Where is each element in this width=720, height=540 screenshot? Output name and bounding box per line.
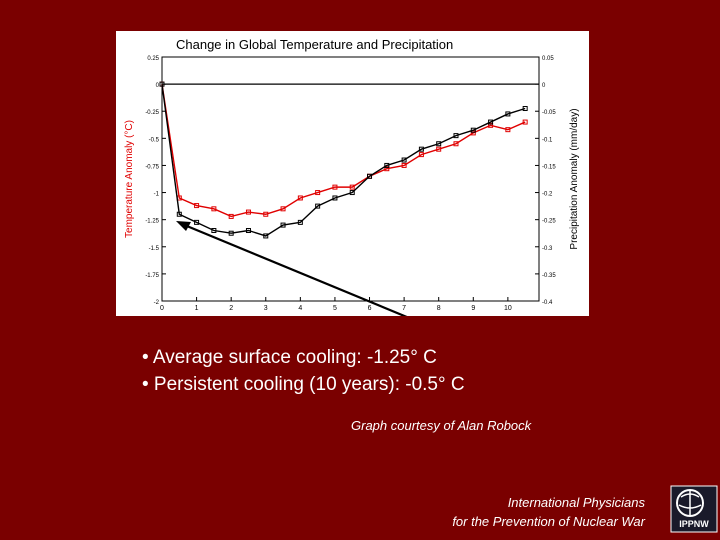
x-tick-label: 5 [333, 305, 337, 312]
series-point-1 [522, 106, 528, 112]
series-point-0 [280, 206, 286, 212]
series-point-0 [315, 190, 321, 196]
series-point-1 [332, 195, 338, 201]
series-point-0 [245, 209, 251, 215]
y-tick-label: -0.25 [145, 110, 159, 116]
series-point-1 [367, 173, 373, 179]
series-point-1 [488, 119, 494, 125]
y2-tick-label: -0.2 [542, 192, 553, 198]
y-tick-label: -2 [154, 300, 160, 306]
series-point-0 [194, 203, 200, 209]
series-point-1 [228, 230, 234, 236]
chart-title: Change in Global Temperature and Precipi… [176, 37, 453, 52]
organization-line-2: for the Prevention of Nuclear War [452, 514, 645, 529]
series-point-1 [436, 141, 442, 147]
series-point-0 [488, 122, 494, 128]
y2-axis-label: Precipitation Anomaly (mm/day) [569, 108, 580, 249]
y-tick-label: -1 [154, 192, 160, 198]
x-tick-label: 4 [298, 305, 302, 312]
series-point-0 [401, 162, 407, 168]
series-point-1 [297, 219, 303, 225]
y2-tick-label: -0.4 [542, 300, 553, 306]
x-tick-label: 6 [368, 305, 372, 312]
x-tick-label: 9 [471, 305, 475, 312]
y-tick-label: 0.25 [147, 56, 159, 62]
y2-tick-label: 0 [542, 83, 546, 89]
series-point-0 [263, 211, 269, 217]
y-axis-label: Temperature Anomaly (°C) [124, 120, 135, 238]
y2-tick-label: 0.05 [542, 56, 554, 62]
x-tick-label: 3 [264, 305, 268, 312]
x-tick-label: 8 [437, 305, 441, 312]
x-tick-label: 0 [160, 305, 164, 312]
series-point-1 [263, 233, 269, 239]
y2-tick-label: -0.25 [542, 219, 556, 225]
ippnw-logo: IPPNW [670, 485, 718, 533]
series-point-1 [176, 211, 182, 217]
bullet-average-cooling: • Average surface cooling: -1.25° C [142, 347, 437, 368]
series-point-0 [349, 184, 355, 190]
x-tick-label: 10 [504, 305, 512, 312]
series-point-0 [453, 141, 459, 147]
series-point-1 [280, 222, 286, 228]
bullet-list: • Average surface cooling: -1.25° C • Pe… [142, 344, 465, 398]
series-point-1 [401, 157, 407, 163]
series-point-0 [228, 213, 234, 219]
series-point-1 [470, 127, 476, 133]
series-point-0 [436, 146, 442, 152]
series-point-0 [418, 152, 424, 158]
organization-name: International Physicians for the Prevent… [452, 493, 645, 531]
series-point-1 [384, 162, 390, 168]
y-tick-label: -0.75 [145, 164, 159, 170]
series-point-1 [245, 228, 251, 234]
y2-tick-label: -0.1 [542, 137, 553, 143]
series-point-1 [453, 133, 459, 139]
series-point-1 [349, 190, 355, 196]
organization-line-1: International Physicians [507, 495, 645, 510]
y-tick-label: -1.5 [149, 246, 160, 252]
series-point-0 [332, 184, 338, 190]
y-tick-label: -1.25 [145, 219, 159, 225]
y2-tick-label: -0.05 [542, 110, 556, 116]
chart-panel: Change in Global Temperature and Precipi… [116, 31, 589, 316]
x-tick-label: 2 [229, 305, 233, 312]
logo-text: IPPNW [679, 519, 709, 529]
series-line-0 [161, 84, 526, 218]
bullet-persistent-cooling: • Persistent cooling (10 years): -0.5° C [142, 374, 465, 395]
x-tick-label: 1 [195, 305, 199, 312]
y-tick-label: 0 [156, 83, 160, 89]
series-point-1 [194, 219, 200, 225]
annotation-arrow-line [181, 222, 408, 316]
series-point-0 [522, 119, 528, 125]
series-point-0 [505, 127, 511, 133]
series-point-1 [505, 111, 511, 117]
chart: Change in Global Temperature and Precipi… [124, 37, 580, 316]
series-point-0 [297, 195, 303, 201]
y2-tick-label: -0.35 [542, 273, 556, 279]
plot-frame [161, 56, 540, 302]
series-point-1 [159, 81, 165, 87]
series-point-1 [211, 228, 217, 234]
series-point-1 [418, 146, 424, 152]
y-tick-label: -1.75 [145, 273, 159, 279]
y2-tick-label: -0.15 [542, 164, 556, 170]
series-line-1 [161, 84, 526, 237]
y-tick-label: -0.5 [149, 137, 160, 143]
graph-credit: Graph courtesy of Alan Robock [351, 418, 532, 433]
series-point-0 [211, 206, 217, 212]
y2-tick-label: -0.3 [542, 246, 553, 252]
x-tick-label: 7 [402, 305, 406, 312]
series-point-0 [384, 166, 390, 172]
annotation-arrow-head [176, 221, 191, 231]
series-point-1 [315, 203, 321, 209]
